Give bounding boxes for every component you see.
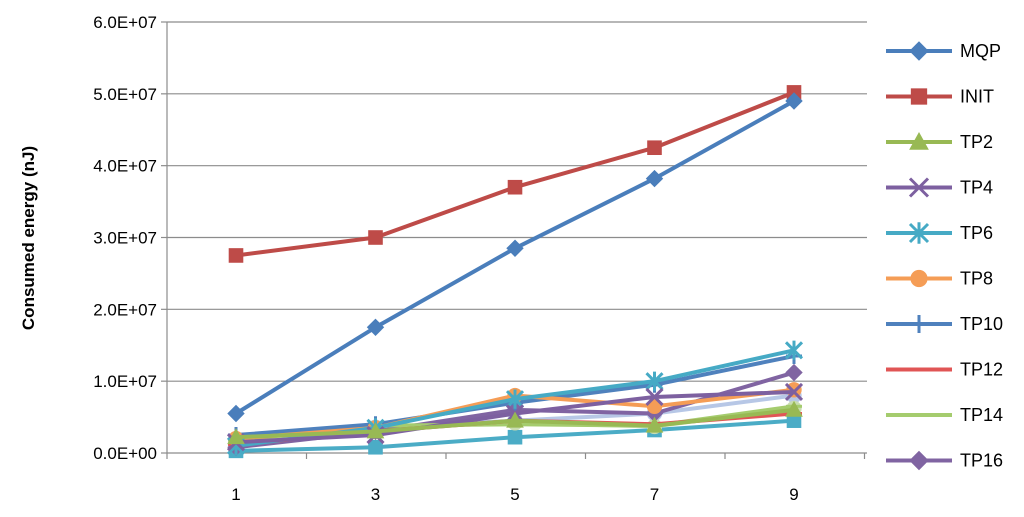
legend-item-tp2: TP2 <box>886 131 993 152</box>
legend-item-tp16: TP16 <box>886 451 1003 471</box>
data-point <box>647 140 662 156</box>
legend-label: TP4 <box>960 178 993 198</box>
data-point <box>646 398 663 415</box>
legend-item-tp6: TP6 <box>886 222 993 244</box>
y-tick-label: 5.0E+07 <box>93 85 157 104</box>
data-point <box>507 179 523 195</box>
y-tick-label: 0.0E+00 <box>93 444 157 463</box>
y-tick-label: 6.0E+07 <box>93 13 157 32</box>
data-point <box>910 315 928 333</box>
x-tick-label: 9 <box>789 485 798 504</box>
data-point <box>505 389 525 409</box>
x-tick-label: 1 <box>231 485 240 504</box>
y-tick-label: 1.0E+07 <box>93 372 157 391</box>
y-tick-labels: 0.0E+00 1.0E+07 2.0E+07 3.0E+07 4.0E+07 5.0E+… <box>93 13 157 463</box>
data-point <box>366 422 385 439</box>
legend-label: TP10 <box>960 314 1003 334</box>
data-point <box>908 222 930 244</box>
series-line <box>234 99 795 416</box>
legend-item-tp8: TP8 <box>886 269 993 289</box>
data-point <box>507 429 523 445</box>
series-tp2 <box>227 400 803 445</box>
data-point <box>785 92 803 110</box>
y-tick-label: 4.0E+07 <box>93 157 157 176</box>
y-axis-label: Consumed energy (nJ) <box>19 146 38 330</box>
data-point <box>227 428 245 445</box>
data-point <box>368 230 383 245</box>
gridlines <box>161 21 867 454</box>
data-point <box>368 439 383 455</box>
x-tick-labels: 1 3 5 7 9 <box>231 485 798 504</box>
data-point <box>645 371 664 391</box>
data-point <box>909 41 929 61</box>
data-point <box>645 416 664 433</box>
axes <box>166 22 867 459</box>
data-point <box>228 248 244 263</box>
legend-label: TP12 <box>960 360 1003 380</box>
data-point <box>909 450 929 471</box>
data-point <box>227 404 245 423</box>
data-point <box>506 411 524 428</box>
y-tick-label: 3.0E+07 <box>93 229 157 248</box>
legend: MQP INIT TP2 TP4 TP6 TP8 TP10 TP12 TP14 TP16 <box>886 41 1003 471</box>
data-point <box>786 382 802 398</box>
legend-label: TP16 <box>960 451 1003 471</box>
data-point <box>366 318 385 336</box>
legend-label: MQP <box>960 41 1001 61</box>
x-tick-label: 3 <box>371 485 380 504</box>
y-tick-label: 2.0E+07 <box>93 300 157 319</box>
legend-label: TP14 <box>960 405 1003 425</box>
legend-label: INIT <box>960 87 994 107</box>
data-point <box>645 387 664 407</box>
legend-item-tp10: TP10 <box>886 314 1003 334</box>
x-tick-label: 7 <box>650 485 659 504</box>
legend-label: TP6 <box>960 223 993 243</box>
data-point <box>784 340 804 360</box>
series-group <box>226 85 804 459</box>
legend-item-init: INIT <box>886 87 994 107</box>
data-point <box>645 169 664 188</box>
legend-label: TP2 <box>960 132 993 152</box>
data-point <box>910 88 928 105</box>
data-point <box>908 177 930 198</box>
legend-label: TP8 <box>960 269 993 289</box>
legend-item-tp12: TP12 <box>886 360 1003 380</box>
series-init <box>228 85 802 263</box>
series-mqp <box>227 92 803 423</box>
data-point <box>784 382 804 402</box>
legend-item-tp14: TP14 <box>886 405 1003 425</box>
data-point <box>506 239 524 257</box>
data-point <box>785 400 803 417</box>
data-point <box>910 269 928 288</box>
data-point <box>785 363 803 382</box>
legend-item-tp4: TP4 <box>886 177 993 198</box>
series-line <box>235 90 795 258</box>
x-tick-label: 5 <box>510 485 519 504</box>
legend-item-mqp: MQP <box>886 41 1001 61</box>
data-point <box>909 131 929 150</box>
